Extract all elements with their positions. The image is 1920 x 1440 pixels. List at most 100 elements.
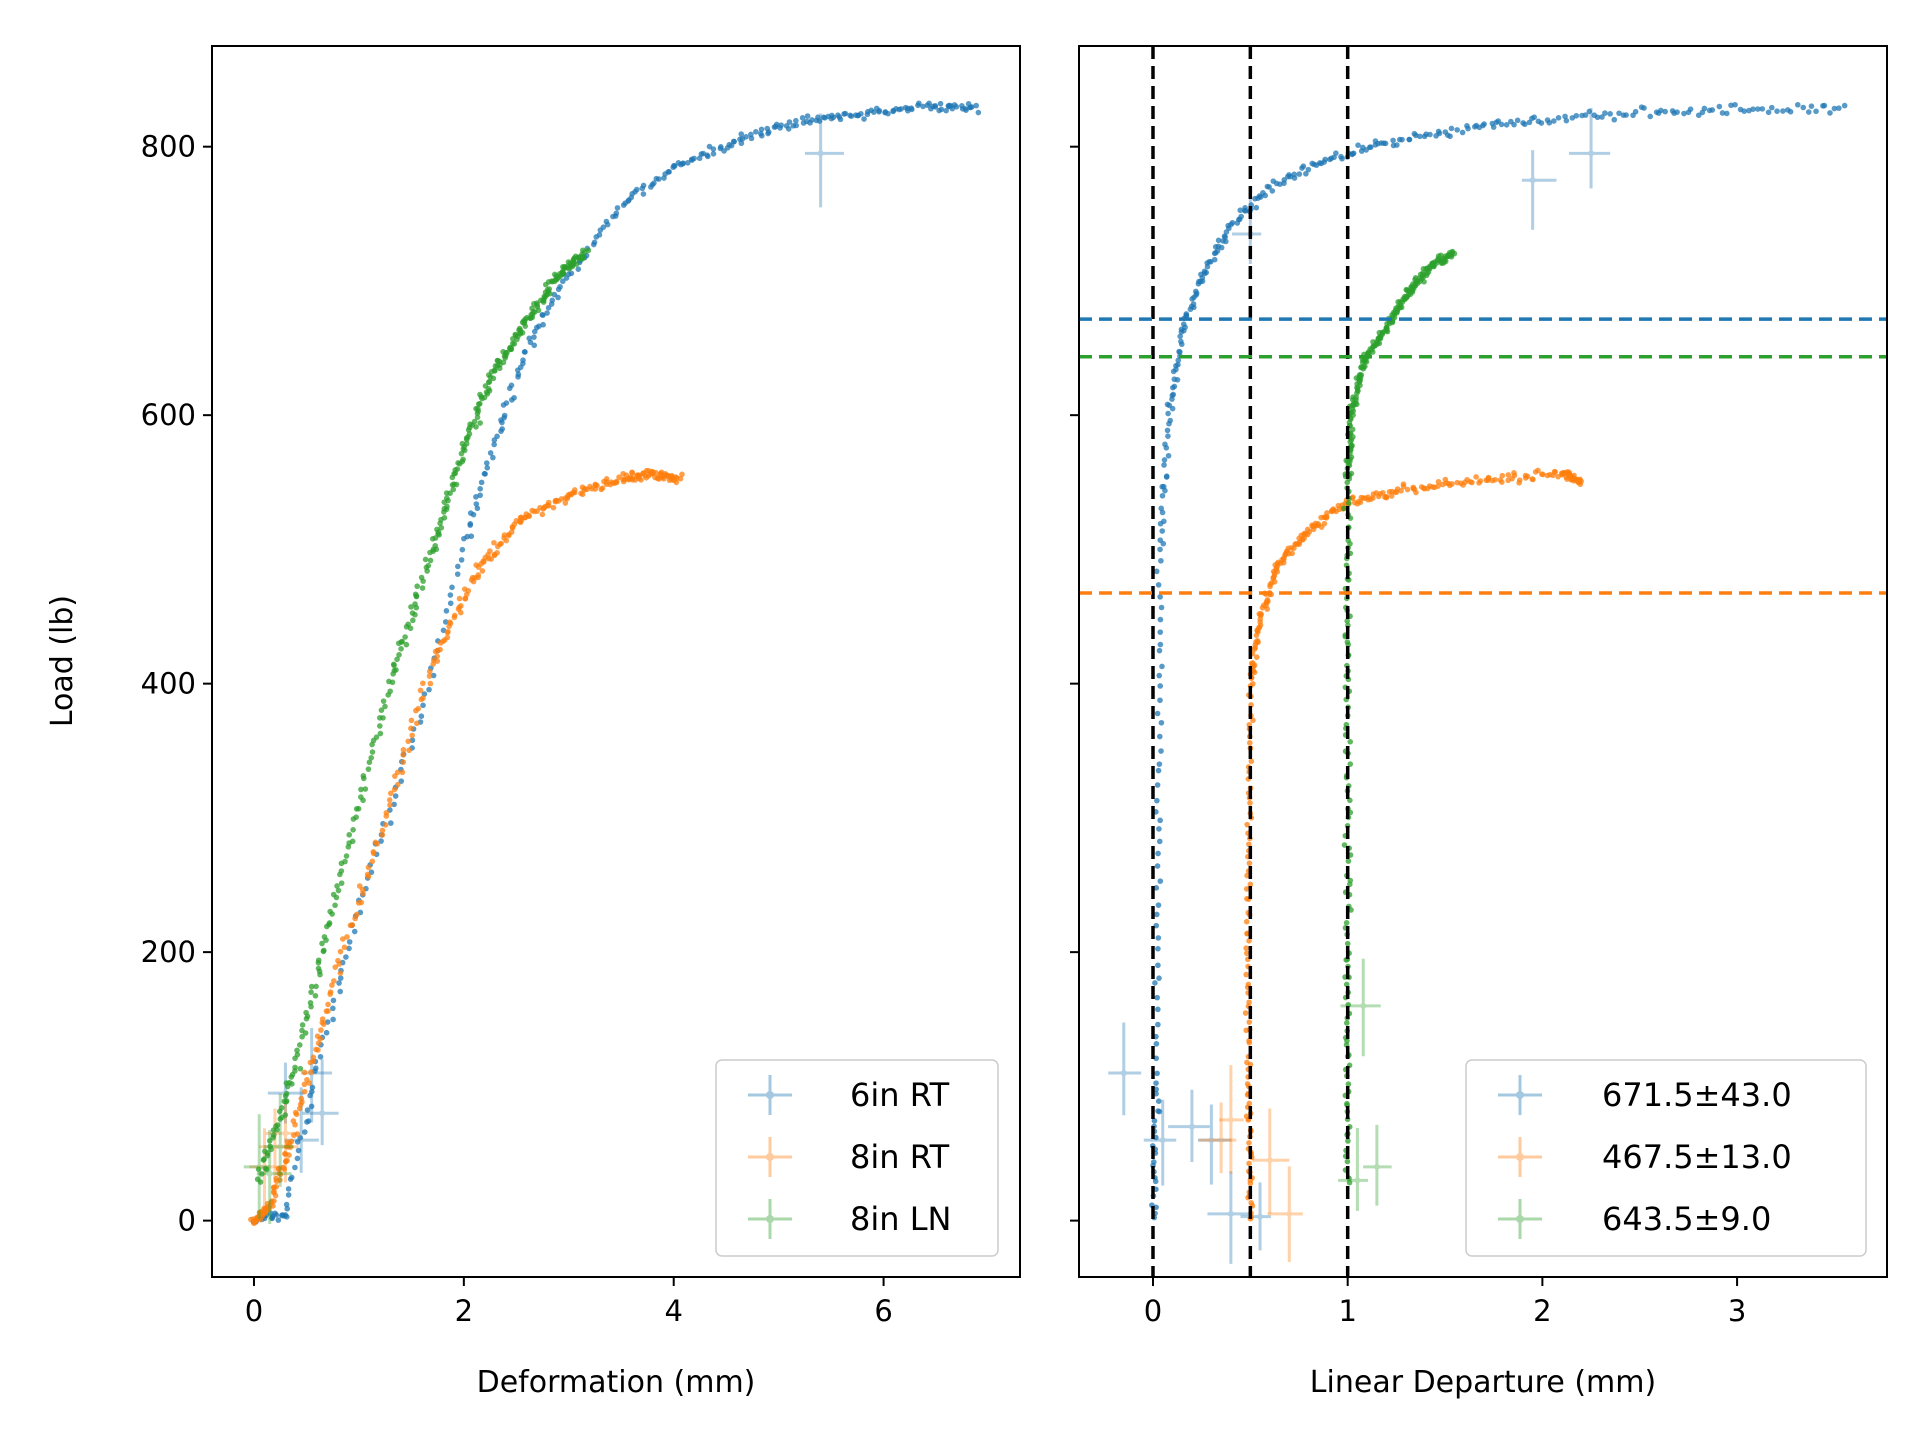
- left-series-0-point: [540, 321, 546, 328]
- right-x-tick-label: 2: [1533, 1294, 1551, 1328]
- right-series-0-point: [1157, 683, 1164, 689]
- right-series-1-point: [1244, 950, 1250, 957]
- right-series-1-point: [1306, 528, 1313, 535]
- left-series-2-point: [562, 264, 569, 271]
- right-series-1-point: [1380, 489, 1386, 496]
- left-series-1-point: [315, 1040, 322, 1046]
- left-series-2-point: [278, 1105, 285, 1111]
- left-series-2-point: [402, 634, 408, 640]
- right-series-0-point: [1215, 237, 1222, 244]
- left-series-1-point: [318, 1027, 324, 1033]
- left-series-1-point: [341, 944, 348, 951]
- left-series-1-point: [400, 752, 406, 758]
- right-series-1-point: [1413, 489, 1419, 496]
- left-series-2-point: [297, 1065, 304, 1072]
- left-series-0-point: [758, 126, 765, 133]
- left-series-1-point: [332, 964, 339, 970]
- left-series-1-point: [465, 587, 472, 594]
- left-legend-swatch-0: [748, 1075, 792, 1115]
- left-series-0-point: [308, 1103, 315, 1110]
- left-series-0-point: [728, 142, 735, 149]
- right-series-0-point: [1436, 130, 1443, 137]
- left-series-1-point: [388, 790, 394, 797]
- right-series-0-point: [1170, 391, 1177, 398]
- right-series-0-point: [1157, 546, 1163, 553]
- right-series-0-point: [1158, 719, 1165, 726]
- right-series-0-point: [1709, 107, 1716, 113]
- left-series-2-point: [477, 420, 483, 426]
- right-series-0-point: [1155, 850, 1161, 857]
- left-series-1-point: [426, 668, 433, 675]
- right-series-1-point: [1516, 477, 1523, 483]
- right-series-0-point: [1750, 106, 1756, 112]
- right-series-2-point: [1420, 270, 1426, 276]
- left-series-1-point: [406, 747, 412, 754]
- right-series-2-point: [1398, 304, 1405, 311]
- left-series-0-point: [330, 1016, 336, 1023]
- right-series-0-point: [1164, 427, 1171, 434]
- left-series-2-point: [465, 427, 472, 433]
- left-series-0-point: [777, 125, 783, 131]
- left-series-2-point: [422, 556, 429, 563]
- left-series-1-point: [374, 841, 381, 847]
- left-series-1-point: [369, 858, 376, 865]
- right-series-1-point: [1289, 550, 1295, 557]
- right-series-2-point: [1412, 275, 1419, 281]
- left-series-0-point: [301, 1129, 308, 1135]
- left-y-tick-label: 200: [141, 935, 196, 969]
- left-series-2-point: [407, 625, 414, 632]
- right-series-0-point: [1291, 171, 1298, 178]
- left-series-0-point: [568, 270, 575, 277]
- left-series-2-point: [350, 826, 356, 833]
- right-series-0-point: [1156, 826, 1162, 832]
- right-series-1-point: [1505, 472, 1512, 478]
- left-series-0-point: [309, 1084, 316, 1091]
- right-series-0-point: [1238, 213, 1244, 220]
- left-series-0-point: [288, 1174, 295, 1181]
- left-series-1-point: [301, 1081, 308, 1088]
- right-series-0-point: [1218, 244, 1225, 251]
- right-series-1-point: [1244, 1059, 1250, 1066]
- right-series-1-point: [1535, 467, 1541, 474]
- right-series-0-point: [1768, 104, 1775, 111]
- right-series-0-point: [1821, 102, 1828, 109]
- left-series-1-point: [550, 504, 557, 511]
- left-series-0-point: [816, 118, 823, 124]
- right-series-1-point: [1477, 478, 1484, 484]
- right-series-1-point: [1246, 1100, 1253, 1107]
- right-series-2-point: [1384, 325, 1390, 332]
- right-series-1-point: [1248, 1200, 1255, 1206]
- right-series-0-point: [1741, 108, 1748, 114]
- left-series-1-point: [356, 883, 363, 889]
- right-series-0-point: [1165, 433, 1171, 439]
- left-series-1-point: [294, 1131, 301, 1137]
- right-series-0-point: [1406, 136, 1413, 143]
- left-series-0-point: [309, 1088, 315, 1095]
- left-series-0-point: [651, 180, 657, 186]
- right-x-tick-label: 3: [1728, 1294, 1746, 1328]
- left-series-2-point: [547, 290, 553, 297]
- left-series-1-point: [331, 978, 337, 984]
- right-series-0-point: [1153, 911, 1160, 918]
- left-series-1-point: [280, 1164, 286, 1171]
- left-series-2-point: [508, 346, 515, 353]
- left-series-1-point: [526, 513, 532, 520]
- right-series-1-point: [1246, 1140, 1252, 1146]
- left-series-2-point: [485, 385, 492, 392]
- left-series-1-point: [636, 475, 642, 482]
- left-series-2-point: [334, 883, 340, 889]
- right-series-0-point: [1728, 102, 1734, 109]
- right-series-0-point: [1641, 105, 1647, 111]
- left-series-2-point: [398, 646, 404, 652]
- left-series-0-point: [455, 563, 461, 570]
- left-series-0-point: [430, 672, 437, 679]
- left-series-2-point: [327, 908, 333, 915]
- right-series-2-point: [1360, 365, 1367, 372]
- left-series-2-point: [512, 331, 519, 338]
- left-series-1-point: [458, 603, 464, 609]
- right-series-1-point: [1324, 510, 1330, 516]
- right-series-0-point: [1281, 177, 1288, 183]
- left-series-0-point: [336, 980, 342, 986]
- right-series-0-point: [1481, 121, 1487, 127]
- left-series-2-point: [410, 617, 416, 624]
